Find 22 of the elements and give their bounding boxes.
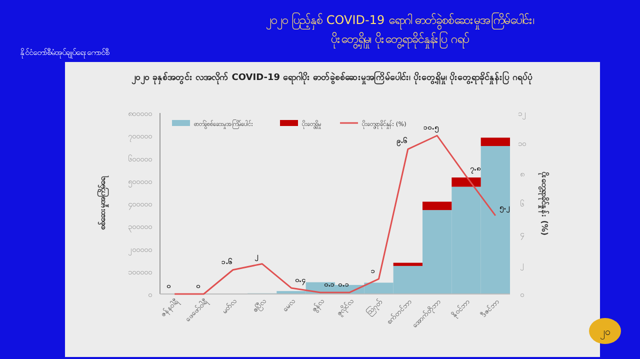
y-tick-label: ၄၀၀၀၀၀ — [128, 200, 152, 210]
y2-tick-label: ၁၀ — [518, 139, 526, 148]
y2-tick-label: ၀ — [520, 290, 524, 299]
y2-tick-label: ၄ — [520, 230, 524, 241]
text: ၂၀ — [600, 327, 610, 340]
y-tick-label: ၂၀၀၀၀၀ — [128, 244, 152, 256]
y2-tick-label: ၂ — [520, 260, 524, 271]
chart-title: ၂၀၂၀ ပြည့်နှစ် COVID-19 ရောဂါ ဓာတ်ခွဲစစ်ဆေးမှုအကြိမ်ပေါင်း၊ ပိုးတွေ့ရှိမှု၊ ပိုးတွေ့ရာခိုင်နှုန်းပြ ဂရပ် — [266, 11, 534, 49]
y-tick-label: ၃၀၀၀၀၀ — [128, 222, 152, 234]
y2-tick-label: ၁၂ — [518, 109, 526, 120]
text: နိုင်ငံတော်စီမံအုပ်ချုပ်ရေးကောင်စီ — [20, 47, 109, 59]
y-tick-label: ၇၀၀၀၀၀ — [128, 132, 152, 143]
y-tick-label: ၀ — [148, 290, 152, 299]
y2-tick-label: ၆ — [520, 198, 524, 208]
y-tick-label: ၁၀၀၀၀၀ — [128, 267, 152, 276]
y2-axis-title: ပိုးတွေ့ရာခိုင်နှုန်း (%) — [537, 171, 550, 236]
chart-subtitle: ၂၀၂၀ ခုနှစ်အတွင်း လအလိုက် COVID-19 ရောဂါပိုး ဓာတ်ခွဲစစ်ဆေးမှုအကြိမ်ပေါင်း၊ ပိုးတွေ့ရှိမှု၊ ပိုးတွေ့ရာခိုင်နှုန်းပြ ဂရပ်ပုံ — [131, 71, 533, 85]
y-tick-label: ၆၀၀၀၀၀ — [128, 153, 152, 164]
y-tick-label: ၈၀၀၀၀၀ — [128, 109, 152, 118]
y-tick-label: ၅၀၀၀၀၀ — [128, 176, 152, 188]
y-axis-title: စစ်ဆေးမှုအကြိမ်ရေ — [97, 176, 110, 230]
y2-tick-label: ၈ — [520, 169, 524, 178]
